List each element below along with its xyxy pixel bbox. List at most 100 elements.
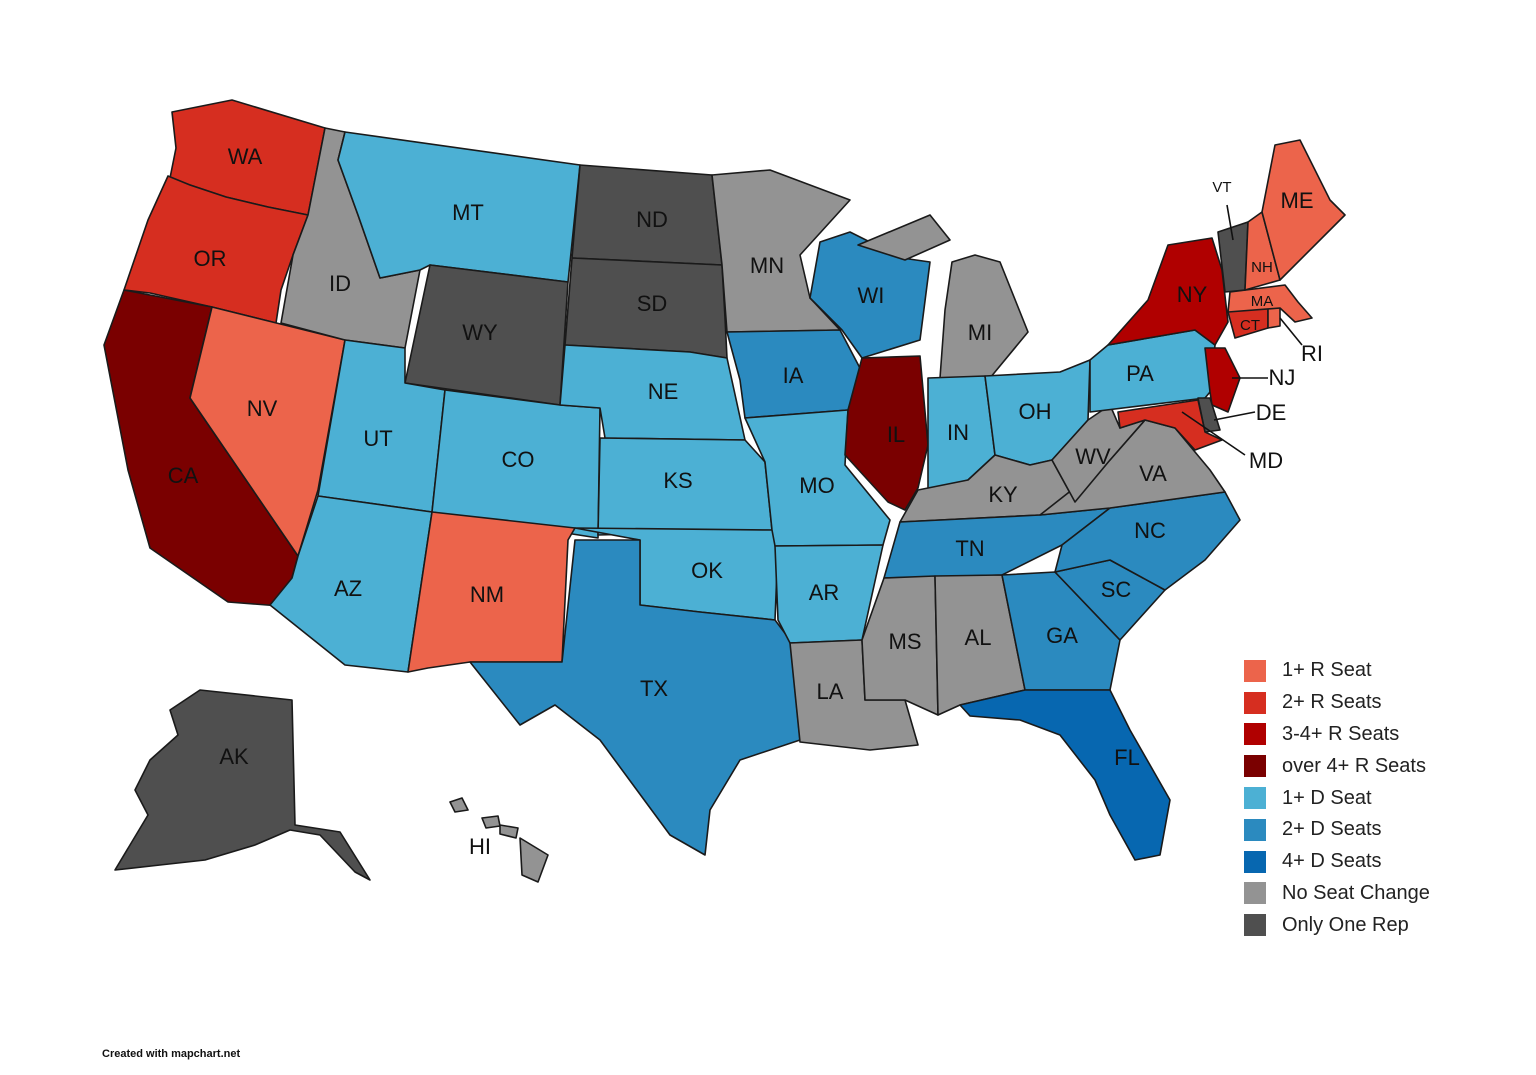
legend-item-r4: over 4+ R Seats <box>1244 750 1430 782</box>
label-or: OR <box>194 246 227 271</box>
label-fl: FL <box>1114 745 1140 770</box>
label-wa: WA <box>228 144 263 169</box>
legend-swatch <box>1244 723 1266 746</box>
state-mi[interactable] <box>857 214 1029 379</box>
legend-label: over 4+ R Seats <box>1282 754 1426 777</box>
legend-label: 2+ R Seats <box>1282 691 1382 714</box>
legend-label: 4+ D Seats <box>1282 850 1382 873</box>
label-ut: UT <box>363 426 392 451</box>
legend-item-none: No Seat Change <box>1244 878 1430 910</box>
state-ak[interactable] <box>114 689 371 881</box>
label-wv: WV <box>1075 444 1111 469</box>
state-il[interactable] <box>844 355 929 511</box>
legend-label: No Seat Change <box>1282 881 1430 904</box>
label-wy: WY <box>462 320 498 345</box>
legend-label: 2+ D Seats <box>1282 818 1382 841</box>
state-md[interactable] <box>1117 399 1223 451</box>
label-ms: MS <box>889 629 922 654</box>
label-ak: AK <box>219 744 249 769</box>
state-hi[interactable] <box>449 797 549 883</box>
state-nj[interactable] <box>1204 347 1241 413</box>
label-oh: OH <box>1019 399 1052 424</box>
state-labels: WA OR CA NV ID MT WY UT AZ CO NM ND SD NE KS OK TX MN IA MO… <box>168 144 1323 859</box>
leader-md <box>1181 411 1246 456</box>
label-me: ME <box>1281 188 1314 213</box>
label-nh: NH <box>1251 259 1273 276</box>
legend-item-one: Only One Rep <box>1244 909 1430 941</box>
label-ga: GA <box>1046 623 1078 648</box>
label-co: CO <box>502 447 535 472</box>
label-wi: WI <box>858 283 885 308</box>
label-ks: KS <box>663 468 692 493</box>
label-vt: VT <box>1212 179 1231 196</box>
label-ri: RI <box>1301 341 1323 366</box>
label-sd: SD <box>637 291 668 316</box>
legend-swatch <box>1244 850 1266 873</box>
label-al: AL <box>965 625 992 650</box>
label-de: DE <box>1256 400 1287 425</box>
label-id: ID <box>329 271 351 296</box>
legend-label: 1+ R Seat <box>1282 659 1372 682</box>
map-legend: 1+ R Seat 2+ R Seats 3-4+ R Seats over 4+ R… <box>1244 655 1430 941</box>
state-ma[interactable] <box>1227 284 1313 323</box>
legend-item-d4: 4+ D Seats <box>1244 846 1430 878</box>
label-mi: MI <box>968 320 992 345</box>
legend-swatch <box>1244 818 1266 841</box>
legend-swatch <box>1244 755 1266 778</box>
label-ne: NE <box>648 379 679 404</box>
legend-swatch <box>1244 787 1266 810</box>
label-az: AZ <box>334 576 362 601</box>
state-ny[interactable] <box>1107 237 1229 346</box>
label-ct: CT <box>1240 317 1260 334</box>
label-la: LA <box>817 679 844 704</box>
state-shapes <box>103 99 1346 883</box>
label-mt: MT <box>452 200 484 225</box>
legend-label: 3-4+ R Seats <box>1282 722 1400 745</box>
label-ny: NY <box>1177 282 1208 307</box>
label-ma: MA <box>1251 293 1274 310</box>
label-nc: NC <box>1134 518 1166 543</box>
label-hi: HI <box>469 834 491 859</box>
label-leader-lines <box>1181 204 1303 456</box>
label-ia: IA <box>783 363 804 388</box>
label-mo: MO <box>799 473 834 498</box>
label-tx: TX <box>640 676 668 701</box>
legend-swatch <box>1244 691 1266 714</box>
label-va: VA <box>1139 461 1167 486</box>
label-ar: AR <box>809 580 840 605</box>
leader-de <box>1213 411 1256 421</box>
leader-vt <box>1226 204 1234 241</box>
label-in: IN <box>947 420 969 445</box>
label-md: MD <box>1249 448 1283 473</box>
label-mn: MN <box>750 253 784 278</box>
legend-item-r3: 3-4+ R Seats <box>1244 719 1430 751</box>
state-ga[interactable] <box>1001 571 1121 691</box>
label-il: IL <box>887 422 905 447</box>
legend-item-r2: 2+ R Seats <box>1244 687 1430 719</box>
label-ca: CA <box>168 463 199 488</box>
credit-text: Created with mapchart.net <box>102 1048 241 1060</box>
label-pa: PA <box>1126 361 1154 386</box>
legend-label: 1+ D Seat <box>1282 786 1372 809</box>
state-ri[interactable] <box>1267 307 1281 329</box>
leader-ri <box>1279 317 1303 346</box>
legend-label: Only One Rep <box>1282 913 1409 936</box>
label-sc: SC <box>1101 577 1132 602</box>
legend-item-d1: 1+ D Seat <box>1244 782 1430 814</box>
label-nj: NJ <box>1269 365 1296 390</box>
state-tx[interactable] <box>469 539 801 856</box>
label-nd: ND <box>636 207 668 232</box>
label-nv: NV <box>247 396 278 421</box>
state-fl[interactable] <box>959 689 1171 861</box>
label-nm: NM <box>470 582 504 607</box>
legend-swatch <box>1244 882 1266 905</box>
state-me[interactable] <box>1261 139 1346 281</box>
label-tn: TN <box>955 536 984 561</box>
legend-swatch <box>1244 914 1266 937</box>
label-ok: OK <box>691 558 723 583</box>
legend-item-d2: 2+ D Seats <box>1244 814 1430 846</box>
label-ky: KY <box>988 482 1018 507</box>
legend-item-r1: 1+ R Seat <box>1244 655 1430 687</box>
